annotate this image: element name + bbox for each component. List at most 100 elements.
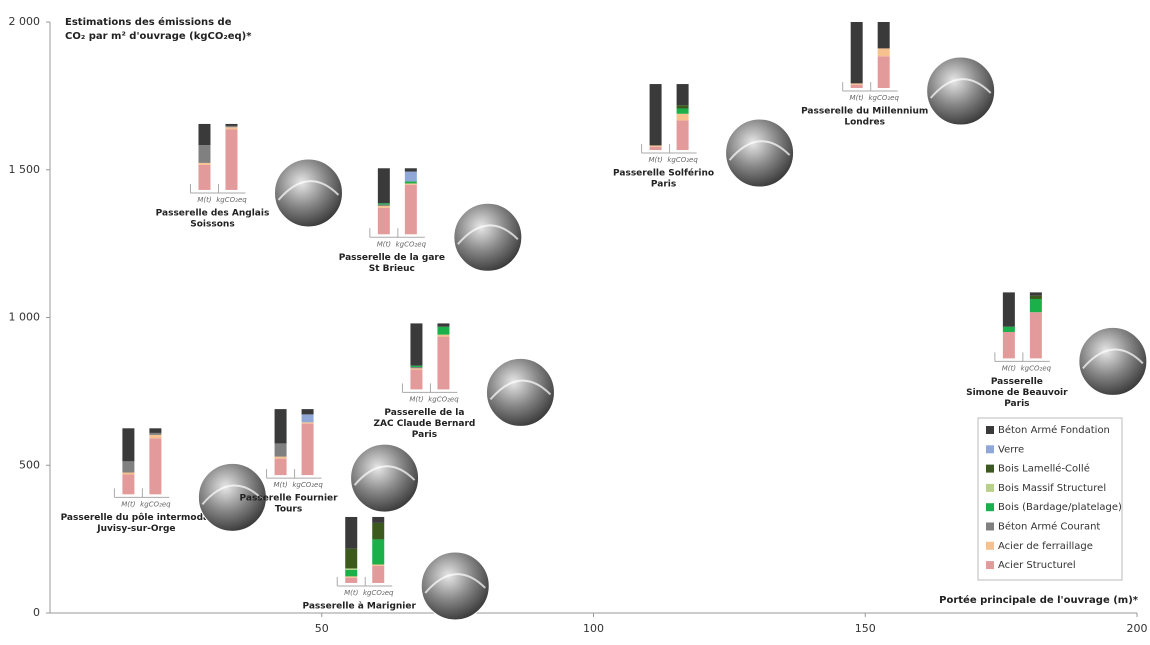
bar-segment xyxy=(410,366,423,369)
legend-swatch xyxy=(986,541,994,550)
bar-segment xyxy=(372,516,385,523)
bar-segment xyxy=(437,326,450,335)
bridge-photo xyxy=(725,118,795,188)
y-tick-label: 2 000 xyxy=(9,15,41,28)
bar-label: M(t) xyxy=(1002,364,1017,372)
bar-segment xyxy=(649,84,662,146)
bar-segment xyxy=(676,113,689,121)
photo-structure xyxy=(929,78,992,99)
bar-label: kgCO₂eq xyxy=(292,481,323,489)
bar-segment xyxy=(377,205,390,208)
bar-segment xyxy=(301,414,314,423)
photo-structure xyxy=(201,484,264,505)
bar-segment xyxy=(877,48,890,57)
legend-label: Verre xyxy=(998,444,1024,455)
bar-segment xyxy=(1029,295,1042,299)
photo-structure xyxy=(728,140,791,161)
bridge-name: Simone de Beauvoir xyxy=(966,388,1068,398)
y-tick-label: 0 xyxy=(33,606,40,619)
bar-segment xyxy=(345,568,358,570)
photo-structure xyxy=(1082,348,1144,370)
bar-label: kgCO₂eq xyxy=(428,395,459,403)
bar-segment xyxy=(850,83,863,85)
bar-segment xyxy=(437,323,450,327)
bar-segment xyxy=(122,472,135,475)
bar-segment xyxy=(676,108,689,114)
bridge-point: M(t) kgCO₂eq Passerelle à Marignier xyxy=(303,516,490,621)
bar-label: kgCO₂eq xyxy=(216,196,247,204)
bar-segment xyxy=(410,323,423,366)
x-tick-label: 100 xyxy=(583,622,604,635)
y-tick-label: 1 500 xyxy=(9,163,41,176)
bar-segment xyxy=(149,434,162,439)
legend xyxy=(977,417,1123,581)
bridge-name: Passerelle du pôle intermodal xyxy=(61,512,213,523)
bridge-name: Passerelle xyxy=(991,377,1043,387)
bridge-name: Passerelle à Marignier xyxy=(303,601,417,611)
y-tick-label: 1 000 xyxy=(9,311,41,324)
x-tick-label: 50 xyxy=(315,622,329,635)
bar-label: M(t) xyxy=(344,589,359,597)
photo-structure xyxy=(353,465,416,486)
bar-segment xyxy=(345,569,358,577)
bar-segment xyxy=(404,184,417,235)
bar-segment xyxy=(850,84,863,88)
bridge-photo xyxy=(350,443,420,513)
bar-segment xyxy=(377,204,390,206)
bar-label: kgCO₂eq xyxy=(1021,364,1052,372)
legend-swatch xyxy=(986,503,994,512)
bridge-name: Paris xyxy=(412,430,437,440)
bar-segment xyxy=(345,516,358,549)
bar-segment xyxy=(1002,292,1015,327)
bar-segment xyxy=(225,127,238,130)
bar-segment xyxy=(437,334,450,337)
bar-segment xyxy=(122,428,135,462)
bar-segment xyxy=(198,145,211,163)
legend-swatch xyxy=(986,426,994,434)
bar-segment xyxy=(377,207,390,235)
legend-label: Béton Armé Courant xyxy=(998,521,1100,533)
legend-swatch xyxy=(986,561,994,570)
bar-segment xyxy=(1002,326,1015,332)
legend-label: Bois Lamellé-Collé xyxy=(998,463,1090,475)
bridge-point: M(t) kgCO₂eq Passerelle des AnglaisSoisson… xyxy=(156,123,343,229)
bar-segment xyxy=(649,146,662,151)
y-tick-label: 500 xyxy=(19,458,40,471)
bar-segment xyxy=(198,164,211,190)
bridge-photo xyxy=(926,56,996,126)
bridge-name: Paris xyxy=(1004,399,1029,409)
bar-label: kgCO₂eq xyxy=(396,240,427,248)
bar-segment xyxy=(1029,292,1042,296)
bar-segment xyxy=(410,368,423,370)
bridge-photo xyxy=(485,357,555,427)
photo-structure xyxy=(424,573,486,594)
bar-segment xyxy=(122,461,135,473)
bar-segment xyxy=(274,456,287,459)
bridge-photo xyxy=(273,158,343,228)
bridge-photo xyxy=(453,202,523,272)
bar-segment xyxy=(404,168,417,172)
bar-segment xyxy=(225,129,238,190)
bar-label: M(t) xyxy=(850,94,865,102)
bar-segment xyxy=(274,409,287,444)
bridge-name: St Brieuc xyxy=(369,264,415,274)
bar-segment xyxy=(198,123,211,146)
bar-segment xyxy=(345,577,358,583)
x-axis-title: Portée principale de l'ouvrage (m)* xyxy=(939,594,1139,606)
bar-segment xyxy=(676,105,689,109)
bar-segment xyxy=(676,120,689,151)
bridge-name: Passerelle Solférino xyxy=(613,168,714,179)
bridge-point: M(t) kgCO₂eq Passerelle du MillenniumLondr… xyxy=(801,22,996,128)
bar-label: kgCO₂eq xyxy=(140,500,171,508)
legend-label: Béton Armé Fondation xyxy=(998,424,1110,436)
bar-label: kgCO₂eq xyxy=(667,156,698,164)
bar-segment xyxy=(198,162,211,165)
bar-label: kgCO₂eq xyxy=(363,589,394,597)
bar-segment xyxy=(372,539,385,565)
legend-swatch xyxy=(986,483,994,492)
bar-segment xyxy=(301,409,314,415)
bridge-photo xyxy=(197,462,267,532)
